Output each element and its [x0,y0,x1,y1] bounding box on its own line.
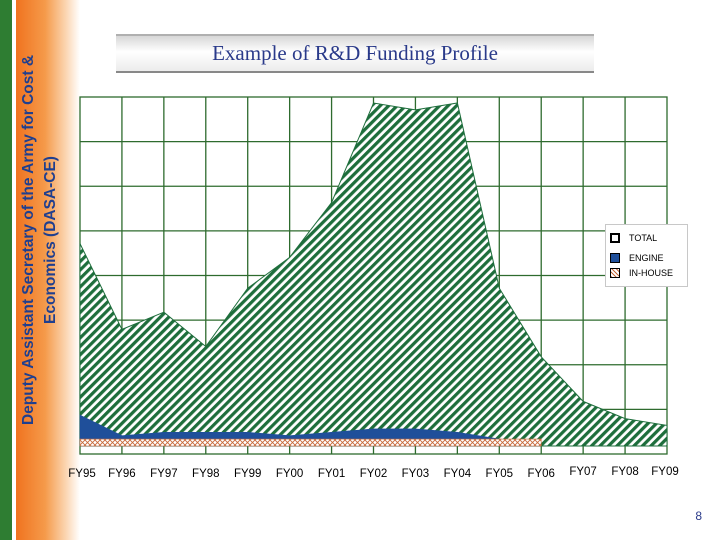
x-tick-label: FY97 [150,468,178,480]
legend-label-total: TOTAL [629,233,658,243]
x-tick-label: FY99 [234,468,262,480]
chart-legend: TOTAL ENGINE IN-HOUSE [605,224,688,287]
legend-item-engine: ENGINE [610,251,664,265]
x-tick-label: FY09 [651,466,679,478]
legend-label-inhouse: IN-HOUSE [629,268,674,278]
legend-swatch-engine [610,253,620,263]
data-areas [79,102,668,447]
x-tick-label: FY01 [318,468,346,480]
series-total-area [79,102,668,447]
x-tick-label: FY96 [108,468,136,480]
page-number: 8 [695,509,702,523]
x-tick-label: FY05 [486,468,514,480]
x-tick-label: FY02 [360,468,388,480]
legend-swatch-inhouse [610,268,620,278]
title-banner: Example of R&D Funding Profile [116,34,594,73]
x-axis-ticks: FY95 FY96 FY97 FY98 FY99 FY00 FY01 FY02 FY03 FY04… [68,466,679,480]
legend-label-engine: ENGINE [629,253,664,263]
x-tick-label: FY07 [569,466,597,478]
legend-item-inhouse: IN-HOUSE [610,266,673,280]
page-title: Example of R&D Funding Profile [212,41,498,65]
side-decorative-band [0,0,80,540]
legend-swatch-total [610,233,620,243]
x-tick-label: FY03 [402,468,430,480]
series-inhouse-area [79,438,542,447]
x-tick-label: FY04 [444,468,472,480]
legend-item-total: TOTAL [610,231,657,245]
x-tick-label: FY00 [276,468,304,480]
x-tick-label: FY08 [611,466,639,478]
x-tick-label: FY95 [68,468,96,480]
x-tick-label: FY98 [192,468,220,480]
x-tick-label: FY06 [527,468,555,480]
